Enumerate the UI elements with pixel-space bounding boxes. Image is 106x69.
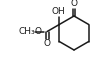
- Text: O: O: [44, 39, 51, 48]
- Text: O: O: [70, 0, 77, 8]
- Text: O: O: [35, 27, 42, 36]
- Text: OH: OH: [51, 7, 65, 16]
- Text: CH₃: CH₃: [19, 27, 36, 36]
